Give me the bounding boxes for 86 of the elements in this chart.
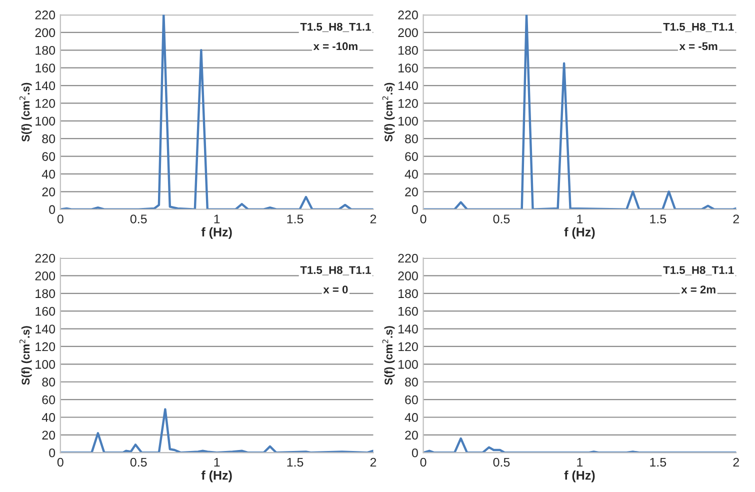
y-tick-label: 200 bbox=[398, 28, 418, 38]
y-tick-label: 220 bbox=[398, 254, 418, 263]
x-tick-label: 1 bbox=[577, 214, 583, 224]
x-axis-title: f (Hz) bbox=[201, 470, 232, 482]
y-tick-label: 140 bbox=[36, 324, 56, 334]
y-tick-label: 0 bbox=[49, 205, 56, 214]
y-tick-label: 140 bbox=[398, 324, 418, 334]
y-tick-label: 220 bbox=[35, 254, 56, 263]
y-tick-label: 160 bbox=[398, 306, 418, 316]
y-tick-label: 80 bbox=[405, 378, 418, 387]
annotation: T1.5_H8_T1.1 bbox=[663, 22, 734, 32]
y-tick-label: 80 bbox=[405, 134, 418, 144]
x-tick-label: 1 bbox=[214, 214, 220, 224]
x-tick-label: 1.5 bbox=[287, 214, 304, 224]
y-tick-label: 60 bbox=[405, 395, 418, 404]
x-tick-label: 0.5 bbox=[493, 214, 510, 224]
annotation: T1.5_H8_T1.1 bbox=[663, 266, 734, 276]
x-axis-title: f (Hz) bbox=[564, 227, 595, 239]
y-tick-label: 0 bbox=[49, 448, 56, 458]
y-tick-label: 20 bbox=[42, 430, 56, 440]
y-tick-label: 200 bbox=[35, 272, 56, 280]
y-tick-label: 180 bbox=[398, 46, 418, 55]
y-tick-label: 160 bbox=[36, 64, 56, 72]
y-tick-label: 220 bbox=[35, 10, 56, 20]
y-tick-label: 120 bbox=[398, 99, 418, 108]
y-tick-label: 140 bbox=[36, 81, 56, 90]
x-tick-label: 2 bbox=[370, 458, 376, 467]
y-tick-label: 40 bbox=[42, 413, 56, 422]
y-tick-label: 60 bbox=[42, 152, 56, 161]
x-tick-label: 1.5 bbox=[650, 458, 666, 467]
y-tick-label: 20 bbox=[405, 187, 418, 196]
y-tick-label: 100 bbox=[36, 360, 56, 369]
annotation: x = -5m bbox=[679, 42, 718, 50]
annotation: T1.5_H8_T1.1 bbox=[300, 22, 371, 32]
y-axis-title: S(f) (cm$^{2}$.s) bbox=[382, 82, 395, 142]
x-tick-label: 1.5 bbox=[650, 214, 666, 224]
y-tick-label: 160 bbox=[398, 64, 418, 72]
y-tick-label: 100 bbox=[36, 116, 56, 126]
y-tick-label: 140 bbox=[398, 81, 418, 90]
y-tick-label: 120 bbox=[36, 99, 56, 108]
y-tick-label: 20 bbox=[405, 430, 418, 440]
x-tick-label: 0 bbox=[420, 214, 426, 224]
y-tick-label: 20 bbox=[42, 187, 56, 196]
line-series bbox=[423, 14, 736, 210]
annotation: x = -10m bbox=[313, 42, 358, 50]
x-tick-label: 0 bbox=[57, 458, 64, 467]
y-tick-label: 80 bbox=[42, 378, 56, 387]
y-axis-title: S(f) (cm$^{2}$.s) bbox=[19, 326, 32, 385]
y-tick-label: 60 bbox=[42, 395, 56, 404]
y-tick-label: 220 bbox=[398, 10, 418, 20]
y-axis-title: S(f) (cm$^{2}$.s) bbox=[19, 82, 32, 142]
y-tick-label: 180 bbox=[36, 46, 56, 55]
y-tick-label: 120 bbox=[36, 342, 56, 352]
y-tick-label: 160 bbox=[36, 306, 56, 316]
x-axis-title: f (Hz) bbox=[564, 470, 595, 482]
x-tick-label: 0.5 bbox=[493, 458, 510, 467]
x-tick-label: 1 bbox=[577, 458, 583, 467]
x-axis-title: f (Hz) bbox=[201, 227, 232, 239]
y-tick-label: 200 bbox=[35, 28, 56, 38]
x-tick-label: 0.5 bbox=[130, 214, 147, 224]
x-tick-label: 1 bbox=[214, 458, 220, 467]
y-tick-label: 100 bbox=[398, 360, 418, 369]
y-tick-label: 180 bbox=[36, 289, 56, 298]
annotation: T1.5_H8_T1.1 bbox=[300, 266, 371, 276]
x-tick-label: 0 bbox=[420, 458, 426, 467]
y-axis-title: S(f) (cm$^{2}$.s) bbox=[382, 326, 395, 385]
y-tick-label: 0 bbox=[412, 448, 418, 458]
line-series bbox=[60, 14, 374, 210]
annotation: x = 0 bbox=[323, 286, 348, 294]
x-tick-label: 2 bbox=[733, 458, 739, 467]
x-tick-label: 2 bbox=[733, 214, 739, 224]
y-tick-label: 40 bbox=[404, 170, 418, 179]
y-tick-label: 80 bbox=[42, 134, 56, 144]
y-tick-label: 0 bbox=[412, 205, 418, 214]
y-tick-label: 120 bbox=[398, 342, 418, 352]
x-tick-label: 2 bbox=[370, 214, 376, 224]
y-tick-label: 100 bbox=[398, 116, 418, 126]
x-tick-label: 1.5 bbox=[287, 458, 304, 467]
y-tick-label: 200 bbox=[398, 272, 418, 280]
x-tick-label: 0.5 bbox=[130, 458, 147, 467]
annotation: x = 2m bbox=[681, 286, 716, 294]
y-tick-label: 40 bbox=[42, 170, 56, 179]
y-tick-label: 40 bbox=[404, 413, 418, 422]
x-tick-label: 0 bbox=[57, 214, 64, 224]
y-tick-label: 180 bbox=[398, 289, 418, 298]
y-tick-label: 60 bbox=[405, 152, 418, 161]
